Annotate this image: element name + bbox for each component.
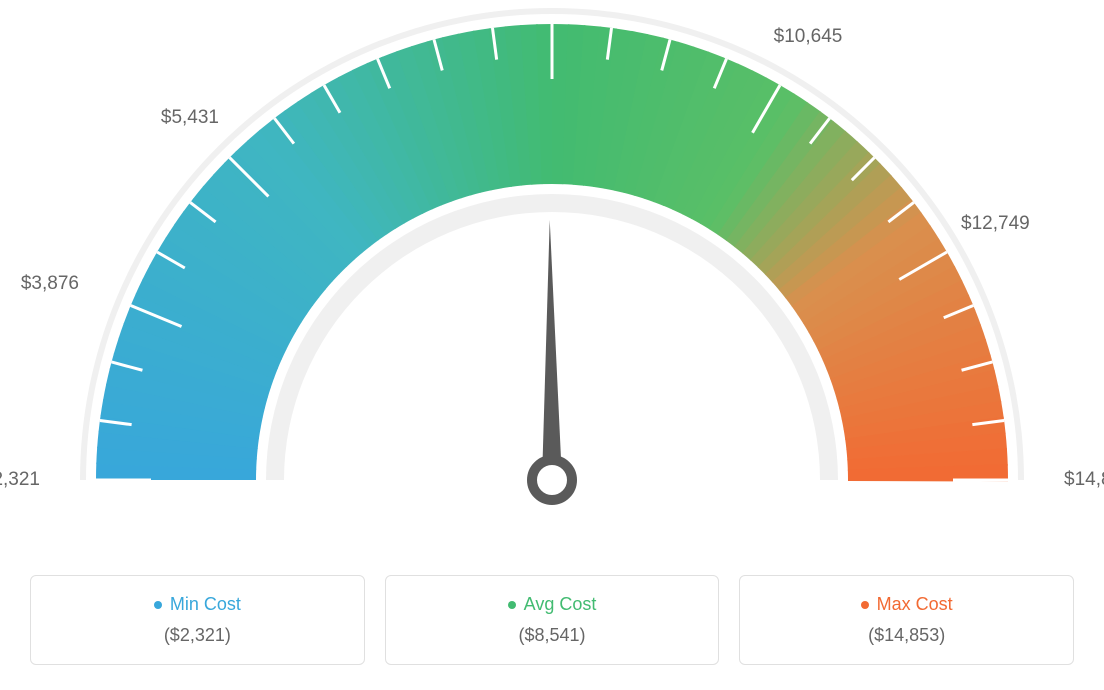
legend-card-max: Max Cost ($14,853) — [739, 575, 1074, 665]
legend-dot-avg — [508, 601, 516, 609]
legend-value-avg: ($8,541) — [398, 625, 707, 646]
legend-title-avg: Avg Cost — [508, 594, 597, 615]
legend-card-min: Min Cost ($2,321) — [30, 575, 365, 665]
gauge-tick-label: $10,645 — [774, 26, 843, 48]
legend-dot-min — [154, 601, 162, 609]
gauge-needle-hub — [532, 460, 572, 500]
gauge-tick-label: $3,876 — [21, 273, 79, 295]
gauge-tick-label: $5,431 — [161, 107, 219, 129]
legend-title-text-avg: Avg Cost — [524, 594, 597, 615]
gauge-area: $2,321$3,876$5,431$8,541$10,645$12,749$1… — [0, 0, 1104, 560]
legend-value-max: ($14,853) — [752, 625, 1061, 646]
legend-card-avg: Avg Cost ($8,541) — [385, 575, 720, 665]
legend-title-min: Min Cost — [154, 594, 241, 615]
legend-dot-max — [861, 601, 869, 609]
gauge-tick-label: $12,749 — [961, 213, 1030, 235]
gauge-tick-label: $2,321 — [0, 469, 40, 491]
legend-title-max: Max Cost — [861, 594, 953, 615]
cost-gauge-chart: { "gauge": { "type": "gauge", "cx": 552,… — [0, 0, 1104, 690]
gauge-needle — [542, 220, 562, 480]
legend-row: Min Cost ($2,321) Avg Cost ($8,541) Max … — [30, 575, 1074, 665]
legend-value-min: ($2,321) — [43, 625, 352, 646]
gauge-svg — [0, 0, 1104, 560]
gauge-tick-label: $14,853 — [1064, 469, 1104, 491]
legend-title-text-min: Min Cost — [170, 594, 241, 615]
legend-title-text-max: Max Cost — [877, 594, 953, 615]
